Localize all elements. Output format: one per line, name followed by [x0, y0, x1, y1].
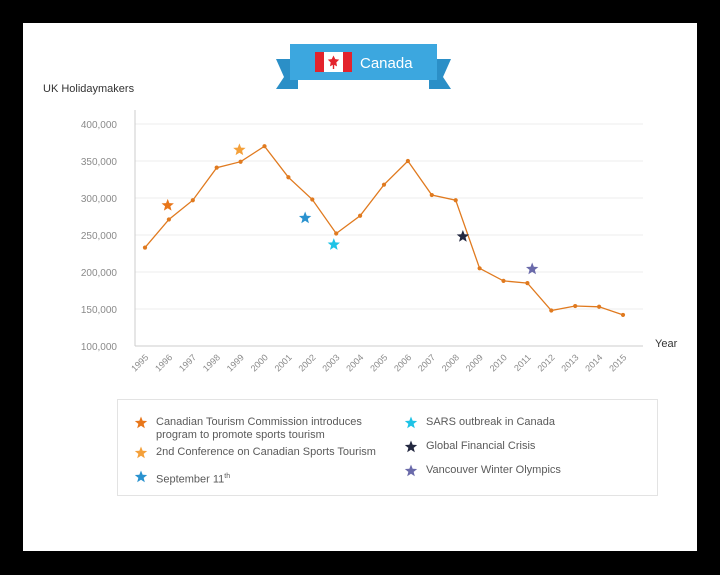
data-point	[549, 308, 554, 313]
y-tick-label: 350,000	[81, 157, 118, 168]
chart-card: Canada 100,000 150,000 200,000 250,000 300,00…	[23, 23, 697, 551]
legend-item: Vancouver Winter Olympics	[404, 464, 561, 478]
event-star-icon	[233, 143, 246, 156]
data-point	[214, 165, 219, 170]
data-point	[166, 217, 171, 222]
legend-label: 2nd Conference on Canadian Sports Touris…	[156, 446, 376, 458]
x-tick-label: 1999	[225, 352, 246, 373]
data-point	[262, 144, 267, 149]
x-tick-label: 2008	[440, 352, 461, 373]
data-point	[334, 231, 339, 236]
x-tick-label: 2001	[273, 352, 294, 373]
x-tick-label: 2013	[559, 352, 580, 373]
data-point	[238, 159, 243, 164]
x-tick-label: 2014	[583, 352, 604, 373]
x-tick-label: 2012	[535, 352, 556, 373]
legend-star-icon	[134, 416, 148, 429]
x-tick-label: 2007	[416, 352, 437, 373]
legend-label: Vancouver Winter Olympics	[426, 464, 561, 476]
data-point	[190, 198, 195, 203]
canada-flag-icon	[315, 52, 352, 72]
event-star-icon	[526, 262, 539, 275]
banner-box	[290, 44, 437, 80]
x-tick-label: 1998	[201, 352, 222, 373]
data-point	[142, 245, 148, 250]
x-tick-label: 2000	[249, 352, 270, 373]
data-point	[286, 175, 291, 180]
x-tick-label: 2002	[296, 352, 317, 373]
legend-star-icon	[404, 464, 418, 477]
legend-star-icon	[404, 440, 418, 453]
y-tick-label: 200,000	[81, 268, 118, 279]
x-tick-label: 2003	[320, 352, 341, 373]
y-axis-title: UK Holidaymakers	[43, 83, 135, 95]
data-point	[477, 266, 482, 271]
legend-star-icon	[134, 470, 148, 483]
y-tick-label: 150,000	[81, 305, 118, 316]
y-tick-label: 250,000	[81, 231, 118, 242]
event-star-icon	[456, 229, 470, 242]
x-tick-label: 1997	[177, 352, 198, 373]
y-tick-label: 400,000	[81, 120, 118, 131]
y-tick-label: 300,000	[81, 194, 118, 205]
x-tick-label: 1996	[153, 352, 174, 373]
data-point	[501, 278, 506, 283]
x-tick-label: 2009	[464, 352, 485, 373]
legend-label: Canadian Tourism Commission introduces p…	[156, 416, 362, 441]
event-star-icon	[298, 211, 312, 224]
data-point	[453, 198, 458, 203]
x-tick-label: 2010	[488, 352, 509, 373]
event-star-icon	[327, 238, 340, 250]
data-point	[620, 312, 626, 318]
x-tick-label: 2006	[392, 352, 413, 373]
series-line	[144, 145, 624, 316]
legend-item: September 11th	[134, 470, 230, 487]
x-axis-title: Year	[655, 338, 678, 350]
x-tick-label: 2011	[512, 352, 533, 373]
data-point	[597, 304, 602, 309]
y-tick-label: 100,000	[81, 342, 118, 353]
legend-star-icon	[134, 446, 148, 459]
legend-label: Global Financial Crisis	[426, 440, 536, 452]
data-point	[429, 192, 434, 198]
legend-item: 2nd Conference on Canadian Sports Touris…	[134, 446, 376, 460]
legend-item: Global Financial Crisis	[404, 440, 535, 454]
legend: Canadian Tourism Commission introduces p…	[117, 399, 658, 496]
data-point	[525, 281, 530, 286]
chart-svg: Canada 100,000 150,000 200,000 250,000 300,00…	[81, 44, 643, 374]
legend-label: September 11th	[156, 473, 231, 486]
legend-star-icon	[404, 416, 418, 429]
data-point	[310, 197, 315, 202]
x-tick-label: 2004	[344, 352, 365, 373]
data-point	[573, 303, 578, 309]
data-point	[358, 213, 363, 218]
event-star-icon	[161, 198, 174, 211]
data-point	[405, 158, 410, 164]
data-point	[381, 182, 387, 187]
legend-label: SARS outbreak in Canada	[426, 416, 556, 428]
banner-title: Canada	[360, 55, 413, 72]
legend-item: Canadian Tourism Commission introduces p…	[134, 416, 362, 442]
x-tick-label: 1995	[129, 352, 150, 373]
legend-item: SARS outbreak in Canada	[404, 416, 555, 430]
x-tick-label: 2015	[607, 352, 628, 373]
x-tick-label: 2005	[368, 352, 389, 373]
